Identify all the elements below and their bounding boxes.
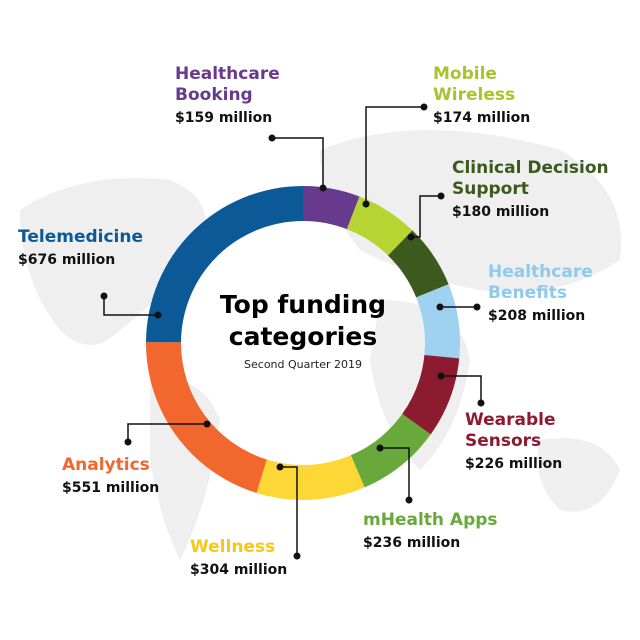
donut-segment xyxy=(256,455,365,500)
category-name: Healthcare Benefits xyxy=(488,262,593,303)
donut-segment xyxy=(388,230,449,298)
segment-label: Analytics $551 million xyxy=(62,455,202,499)
leader-dot xyxy=(405,496,413,504)
chart-subtitle: Second Quarter 2019 xyxy=(244,358,362,371)
leader-dot xyxy=(276,463,284,471)
leader-dot xyxy=(477,399,485,407)
segment-label: Telemedicine $676 million xyxy=(18,227,188,271)
category-name: Mobile Wireless xyxy=(433,64,516,105)
value-label: $174 million xyxy=(433,110,531,126)
leader-dot xyxy=(437,192,445,200)
leader-dot xyxy=(473,303,481,311)
category-name: Healthcare Booking xyxy=(175,64,280,105)
leader-dot xyxy=(376,444,384,452)
value-label: $159 million xyxy=(175,110,273,126)
segment-label: mHealth Apps $236 million xyxy=(363,510,533,554)
value-label: $676 million xyxy=(18,252,116,268)
segment-label: Healthcare Booking $159 million xyxy=(175,64,315,129)
segment-label: Healthcare Benefits $208 million xyxy=(488,262,638,327)
leader-dot xyxy=(437,372,445,380)
donut-segment xyxy=(402,354,460,435)
donut-segment xyxy=(416,284,460,359)
donut-segment xyxy=(146,186,303,343)
leader-line xyxy=(280,466,298,556)
leader-dot xyxy=(319,184,327,192)
leader-dot xyxy=(407,233,415,241)
leader-dot xyxy=(124,438,132,446)
leader-dot xyxy=(154,311,162,319)
category-name: Wearable Sensors xyxy=(465,410,556,451)
segment-label: Mobile Wireless $174 million xyxy=(433,64,573,129)
leader-dot xyxy=(203,420,211,428)
leader-line xyxy=(411,195,441,238)
value-label: $304 million xyxy=(190,562,288,578)
leader-line xyxy=(272,137,324,188)
leader-line xyxy=(441,375,482,403)
value-label: $208 million xyxy=(488,308,586,324)
value-label: $180 million xyxy=(452,204,550,220)
donut-segment xyxy=(303,186,360,230)
segment-label: Wearable Sensors $226 million xyxy=(465,410,595,475)
segment-label: Wellness $304 million xyxy=(190,537,320,581)
leader-dot xyxy=(436,303,444,311)
value-label: $551 million xyxy=(62,480,160,496)
donut-segment xyxy=(350,414,431,488)
leader-line xyxy=(365,106,424,204)
donut-segment xyxy=(146,342,267,493)
category-name: mHealth Apps xyxy=(363,510,498,530)
chart-title: categories xyxy=(229,322,377,351)
leader-line xyxy=(380,447,410,500)
donut-segment xyxy=(346,196,413,256)
leader-dot xyxy=(100,292,108,300)
leader-dot xyxy=(293,552,301,560)
leader-line xyxy=(127,423,207,442)
leader-dot xyxy=(268,134,276,142)
leader-dot xyxy=(362,200,370,208)
leader-dot xyxy=(420,103,428,111)
value-label: $236 million xyxy=(363,535,461,551)
value-label: $226 million xyxy=(465,456,563,472)
category-name: Analytics xyxy=(62,455,150,475)
leader-line xyxy=(103,296,158,316)
category-name: Wellness xyxy=(190,537,276,557)
category-name: Telemedicine xyxy=(18,227,144,247)
segment-label: Clinical Decision Support $180 million xyxy=(452,158,640,223)
category-name: Clinical Decision Support xyxy=(452,158,609,199)
chart-title: Top funding xyxy=(220,290,386,319)
